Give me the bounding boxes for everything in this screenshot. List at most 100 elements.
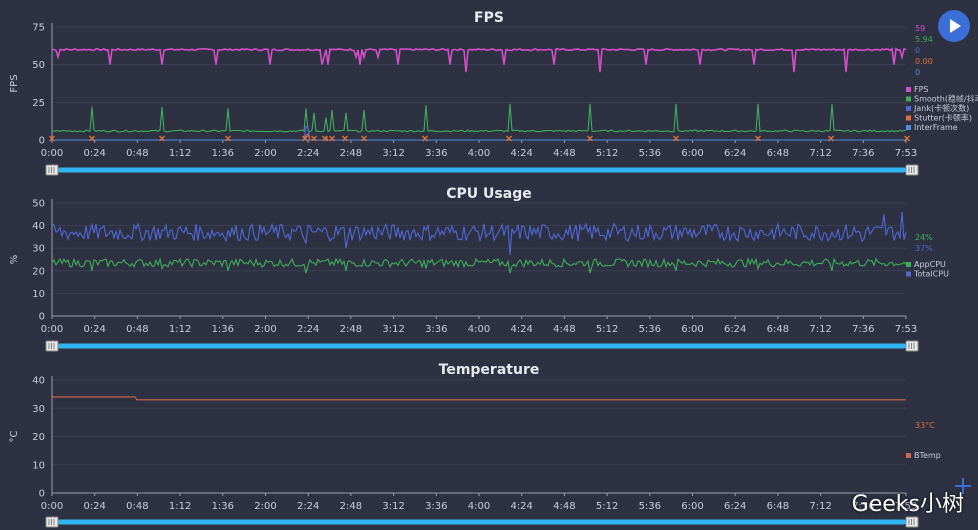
- y-axis-label: °C: [9, 430, 20, 442]
- stutter-marker: [322, 135, 328, 142]
- x-tick-label: 2:48: [340, 324, 362, 335]
- chart-title: Temperature: [439, 362, 540, 378]
- y-axis-label: %: [9, 255, 20, 265]
- x-tick-label: 7:36: [852, 501, 874, 512]
- range-slider-handle-left[interactable]: [45, 164, 59, 176]
- stutter-marker: [673, 135, 679, 142]
- legend-label: FPS: [914, 85, 929, 94]
- legend-swatch: [906, 262, 911, 267]
- x-tick-label: 6:48: [767, 148, 789, 159]
- y-axis-label: FPS: [9, 74, 20, 92]
- current-value: 59: [915, 24, 925, 33]
- x-tick-label: 5:12: [596, 148, 618, 159]
- y-tick-label: 20: [32, 266, 45, 277]
- range-slider-handle-left[interactable]: [45, 516, 59, 528]
- x-tick-label: 7:12: [809, 324, 831, 335]
- y-tick-label: 30: [32, 244, 45, 255]
- x-tick-label: 7:53: [895, 324, 917, 335]
- stutter-marker: [89, 135, 95, 142]
- stutter-marker: [904, 135, 910, 142]
- series-line-stutter: [52, 133, 906, 141]
- stutter-marker: [361, 135, 367, 142]
- y-tick-label: 50: [32, 199, 45, 210]
- legend-label: TotalCPU: [913, 270, 949, 279]
- y-tick-label: 0: [39, 136, 45, 147]
- range-slider-handle-right[interactable]: [905, 164, 919, 176]
- x-tick-label: 3:36: [425, 501, 447, 512]
- x-tick-label: 0:24: [83, 148, 105, 159]
- legend-label: InterFrame: [914, 123, 958, 132]
- range-slider-track[interactable]: [58, 343, 906, 349]
- x-tick-label: 0:00: [41, 148, 63, 159]
- x-tick-label: 0:48: [126, 501, 148, 512]
- x-tick-label: 4:00: [468, 324, 490, 335]
- x-tick-label: 0:00: [41, 501, 63, 512]
- current-value: 33°C: [915, 421, 935, 430]
- series-line-totalcpu: [51, 211, 907, 256]
- current-value: 0: [915, 68, 920, 77]
- y-tick-label: 20: [32, 432, 45, 443]
- x-tick-label: 1:36: [212, 324, 234, 335]
- x-tick-label: 0:48: [126, 148, 148, 159]
- x-tick-label: 5:36: [639, 324, 661, 335]
- series-line-btemp: [52, 396, 906, 401]
- x-tick-label: 2:48: [340, 501, 362, 512]
- legend-label: Smooth(稳帧/抖动): [914, 94, 978, 104]
- chart-title: FPS: [474, 10, 504, 26]
- range-slider-track[interactable]: [58, 519, 906, 525]
- x-tick-label: 2:00: [254, 148, 276, 159]
- legend-swatch: [906, 453, 911, 458]
- x-tick-label: 0:24: [83, 501, 105, 512]
- stutter-marker: [225, 135, 231, 142]
- legend-label: Jank(卡顿次数): [913, 103, 969, 113]
- x-tick-label: 3:12: [382, 324, 404, 335]
- x-tick-label: 0:24: [83, 324, 105, 335]
- x-tick-label: 4:00: [468, 501, 490, 512]
- range-slider-handle-left[interactable]: [45, 340, 59, 352]
- range-slider-track[interactable]: [58, 167, 906, 173]
- x-tick-label: 1:12: [169, 148, 191, 159]
- stutter-marker: [755, 135, 761, 142]
- y-tick-label: 40: [32, 376, 45, 387]
- x-tick-label: 1:36: [212, 148, 234, 159]
- stutter-marker: [49, 135, 55, 142]
- x-tick-label: 5:36: [639, 148, 661, 159]
- y-tick-label: 25: [32, 98, 45, 109]
- legend-swatch: [906, 96, 911, 102]
- stutter-marker: [587, 135, 593, 142]
- stutter-marker: [342, 135, 348, 142]
- legend-label: AppCPU: [914, 260, 946, 269]
- play-icon[interactable]: [938, 10, 970, 42]
- x-tick-label: 2:24: [297, 148, 319, 159]
- x-tick-label: 1:12: [169, 324, 191, 335]
- range-slider-handle-right[interactable]: [905, 340, 919, 352]
- stutter-marker: [329, 135, 335, 142]
- y-tick-label: 10: [32, 460, 45, 471]
- x-tick-label: 6:00: [681, 501, 703, 512]
- x-tick-label: 3:36: [425, 148, 447, 159]
- x-tick-label: 6:48: [767, 501, 789, 512]
- series-line-jank: [52, 125, 906, 141]
- x-tick-label: 4:24: [510, 501, 532, 512]
- stutter-marker: [506, 135, 512, 142]
- x-tick-label: 2:48: [340, 148, 362, 159]
- legend-swatch: [906, 271, 911, 277]
- series-line-fps: [51, 47, 907, 73]
- legend-swatch: [906, 87, 911, 92]
- x-tick-label: 7:53: [895, 148, 917, 159]
- current-value: 0.00: [915, 57, 933, 66]
- x-tick-label: 7:36: [852, 324, 874, 335]
- range-slider-handle-right[interactable]: [905, 516, 919, 528]
- y-tick-label: 40: [32, 221, 45, 232]
- x-tick-label: 2:00: [254, 324, 276, 335]
- x-tick-label: 4:48: [553, 501, 575, 512]
- x-tick-label: 3:12: [382, 501, 404, 512]
- current-value: 37%: [915, 244, 933, 253]
- y-tick-label: 0: [39, 312, 45, 323]
- y-tick-label: 10: [32, 289, 45, 300]
- x-tick-label: 6:48: [767, 324, 789, 335]
- x-tick-label: 6:24: [724, 324, 746, 335]
- x-tick-label: 6:24: [724, 501, 746, 512]
- stutter-marker: [159, 135, 165, 142]
